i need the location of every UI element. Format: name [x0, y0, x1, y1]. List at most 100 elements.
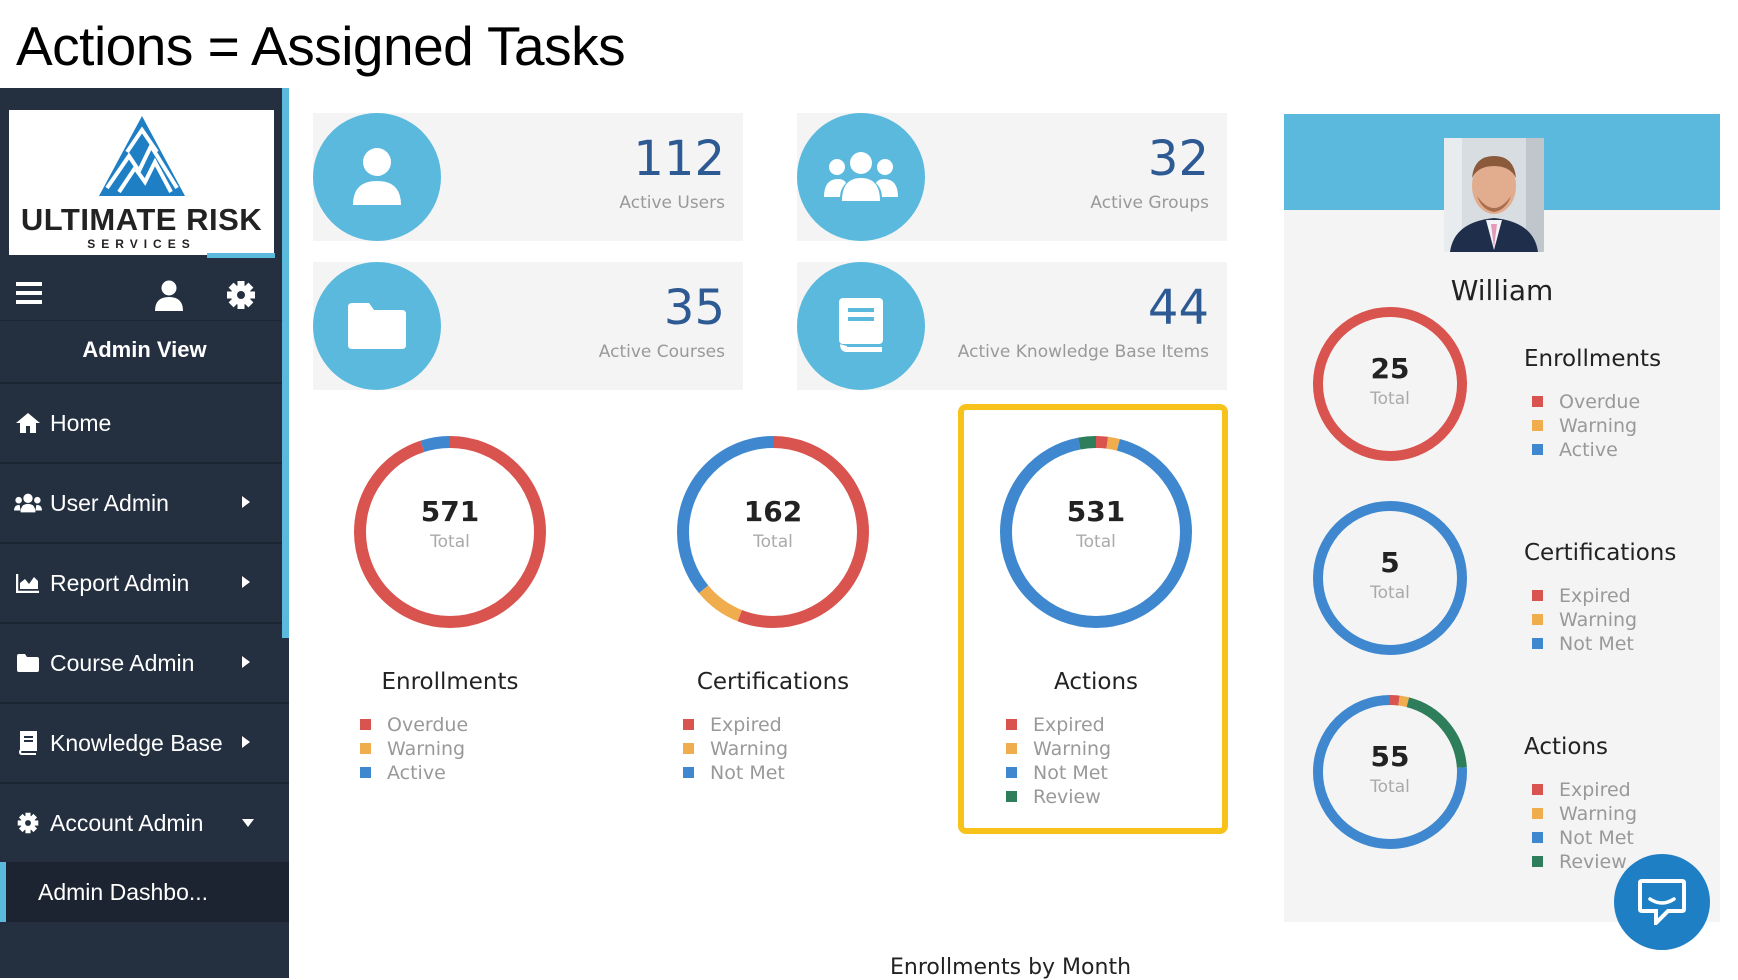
- donut-segment-overdue[interactable]: [1313, 307, 1467, 461]
- donut-actions[interactable]: 531 Total Actions Expired Warning Not Met R…: [966, 425, 1226, 825]
- legend-swatch: [1006, 743, 1017, 754]
- donut-title: Actions: [1053, 669, 1138, 695]
- menu-button[interactable]: [0, 258, 60, 333]
- donut-total-label: Total: [1370, 583, 1410, 603]
- folder-icon: [14, 649, 42, 677]
- legend-item[interactable]: Warning: [1532, 802, 1637, 826]
- sidebar-item-user-admin[interactable]: User Admin: [0, 462, 289, 542]
- donut-segment-active[interactable]: [354, 436, 546, 628]
- legend-item[interactable]: Review: [1532, 850, 1637, 874]
- legend-swatch: [1006, 767, 1017, 778]
- donut-legend: Expired Warning Not Met: [683, 713, 788, 785]
- profile-donut-actions[interactable]: 55 Total: [1308, 692, 1468, 862]
- chat-button[interactable]: [1614, 854, 1710, 950]
- legend-swatch: [1532, 856, 1543, 867]
- sidebar-subitem-admin-dashboard[interactable]: Admin Dashbo...: [0, 862, 289, 922]
- donut-segment-review[interactable]: [1000, 436, 1192, 628]
- legend-item[interactable]: Expired: [683, 713, 788, 737]
- hamburger-icon: [16, 282, 42, 304]
- legend-item[interactable]: Expired: [1006, 713, 1111, 737]
- user-icon: [353, 148, 401, 205]
- stat-card-knowledge-base[interactable]: 44 Active Knowledge Base Items: [797, 262, 1227, 390]
- donut-center: 162 Total: [713, 495, 833, 555]
- logo-subtitle: SERVICES: [87, 237, 196, 251]
- profile-donut-title: Enrollments: [1524, 346, 1662, 372]
- legend-label: Warning: [1033, 738, 1112, 760]
- donut-total-label: Total: [430, 532, 470, 552]
- legend-item[interactable]: Warning: [683, 737, 788, 761]
- donut-enrollments[interactable]: 571 Total Enrollments Overdue Warning Acti…: [320, 425, 580, 825]
- active-tab-indicator: [207, 253, 275, 258]
- donut-segment-not-met[interactable]: [1313, 695, 1467, 849]
- sidebar-item-report-admin[interactable]: Report Admin: [0, 542, 289, 622]
- legend-item[interactable]: Not Met: [1532, 632, 1637, 656]
- legend-item[interactable]: Warning: [1006, 737, 1111, 761]
- profile-name: William: [1450, 274, 1554, 307]
- sidebar-item-home[interactable]: Home: [0, 382, 289, 462]
- logo[interactable]: ULTIMATE RISK SERVICES: [9, 110, 274, 255]
- sidebar-item-label: Knowledge Base: [50, 729, 223, 756]
- sidebar-item-label: Report Admin: [50, 569, 190, 596]
- legend-item[interactable]: Expired: [1532, 778, 1637, 802]
- stat-icon-circle: [313, 113, 441, 241]
- profile-donut-certifications[interactable]: 5 Total: [1308, 498, 1468, 668]
- avatar[interactable]: [1444, 138, 1544, 252]
- legend-item[interactable]: Not Met: [683, 761, 788, 785]
- stat-icon-circle: [313, 262, 441, 390]
- stat-value: 44: [1147, 280, 1209, 336]
- legend-item[interactable]: Warning: [360, 737, 468, 761]
- legend-label: Active: [1559, 439, 1618, 461]
- donut-total: 5: [1380, 546, 1400, 579]
- chevron-right-icon: [242, 656, 250, 668]
- donut-total: 25: [1370, 352, 1410, 385]
- sidebar-scrollbar[interactable]: [282, 88, 289, 638]
- user-view-button[interactable]: [139, 258, 199, 333]
- sidebar-item-course-admin[interactable]: Course Admin: [0, 622, 289, 702]
- admin-settings-button[interactable]: [211, 258, 271, 333]
- stat-card-users[interactable]: 112 Active Users: [313, 113, 743, 241]
- folder-icon: [348, 303, 406, 349]
- donut-title: Enrollments: [381, 669, 519, 695]
- donut-center: 531 Total: [1036, 495, 1156, 555]
- sidebar-item-account-admin[interactable]: Account Admin: [0, 782, 289, 862]
- legend-item[interactable]: Warning: [1532, 608, 1637, 632]
- legend-swatch: [1532, 614, 1543, 625]
- legend-item[interactable]: Active: [360, 761, 468, 785]
- legend-label: Overdue: [387, 714, 469, 736]
- chevron-right-icon: [242, 576, 250, 588]
- legend-item[interactable]: Expired: [1532, 584, 1637, 608]
- donut-title: Certifications: [696, 669, 850, 695]
- profile-donut-enrollments[interactable]: 25 Total: [1308, 304, 1468, 474]
- donut-chart: [677, 436, 869, 628]
- logo-name: ULTIMATE RISK: [20, 202, 263, 237]
- donut-chart: [1000, 436, 1192, 628]
- donut-segment-not-met[interactable]: [1000, 436, 1192, 628]
- view-label: Admin View: [0, 320, 289, 383]
- legend-item[interactable]: Overdue: [360, 713, 468, 737]
- legend-item[interactable]: Not Met: [1532, 826, 1637, 850]
- stat-card-courses[interactable]: 35 Active Courses: [313, 262, 743, 390]
- legend-item[interactable]: Overdue: [1532, 390, 1640, 414]
- legend-label: Review: [1559, 851, 1627, 873]
- legend-label: Review: [1033, 786, 1101, 808]
- legend-label: Warning: [1559, 609, 1638, 631]
- legend-item[interactable]: Active: [1532, 438, 1640, 462]
- donut-total-label: Total: [1076, 532, 1116, 552]
- slide-title: Actions = Assigned Tasks: [16, 15, 626, 77]
- legend-swatch: [360, 743, 371, 754]
- stat-card-groups[interactable]: 32 Active Groups: [797, 113, 1227, 241]
- gear-icon: [227, 281, 255, 309]
- chart-icon: [14, 569, 42, 597]
- donut-certifications[interactable]: 162 Total Certifications Expired Warning N…: [643, 425, 903, 825]
- legend-swatch: [1006, 719, 1017, 730]
- legend-item[interactable]: Review: [1006, 785, 1111, 809]
- sidebar-item-knowledge-base[interactable]: Knowledge Base: [0, 702, 289, 782]
- donut-chart: [1313, 695, 1467, 849]
- legend-item[interactable]: Not Met: [1006, 761, 1111, 785]
- donut-legend: Expired Warning Not Met Review: [1532, 778, 1637, 874]
- legend-item[interactable]: Warning: [1532, 414, 1640, 438]
- sidebar-item-label: Course Admin: [50, 649, 195, 676]
- user-icon: [155, 280, 183, 311]
- donut-segment-not-met[interactable]: [677, 436, 869, 628]
- donut-segment-not-met[interactable]: [1313, 501, 1467, 655]
